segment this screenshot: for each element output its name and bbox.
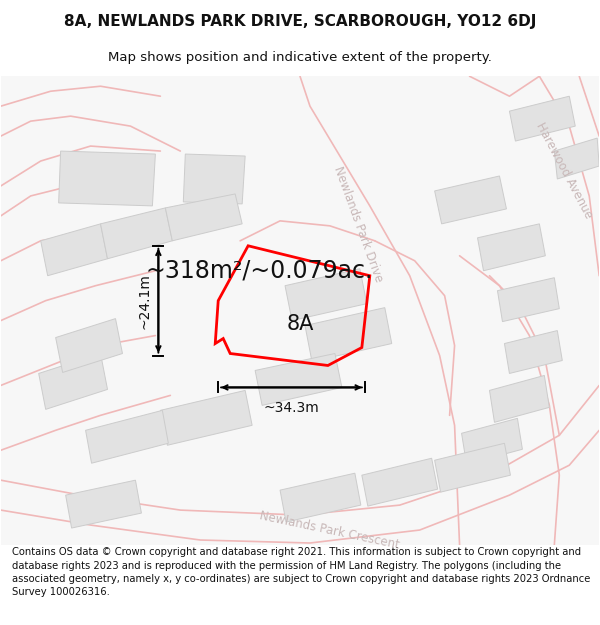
- Polygon shape: [305, 308, 392, 361]
- Text: Newlands Park Drive: Newlands Park Drive: [331, 164, 385, 284]
- Polygon shape: [434, 443, 511, 492]
- Text: ~24.1m: ~24.1m: [137, 272, 151, 329]
- Polygon shape: [255, 354, 342, 406]
- Polygon shape: [56, 319, 122, 372]
- Polygon shape: [86, 411, 169, 463]
- Polygon shape: [509, 96, 575, 141]
- Polygon shape: [41, 224, 107, 276]
- Polygon shape: [160, 391, 252, 445]
- Text: Map shows position and indicative extent of the property.: Map shows position and indicative extent…: [108, 51, 492, 64]
- Text: Contains OS data © Crown copyright and database right 2021. This information is : Contains OS data © Crown copyright and d…: [12, 548, 590, 597]
- Polygon shape: [38, 354, 107, 409]
- Text: ~34.3m: ~34.3m: [263, 401, 319, 416]
- Text: ~318m²/~0.079ac.: ~318m²/~0.079ac.: [145, 259, 373, 282]
- Polygon shape: [497, 278, 559, 322]
- Polygon shape: [184, 154, 245, 204]
- Polygon shape: [65, 480, 142, 528]
- Polygon shape: [362, 458, 437, 506]
- Polygon shape: [101, 208, 172, 259]
- Polygon shape: [285, 269, 367, 321]
- Text: 8A, NEWLANDS PARK DRIVE, SCARBOROUGH, YO12 6DJ: 8A, NEWLANDS PARK DRIVE, SCARBOROUGH, YO…: [64, 14, 536, 29]
- Polygon shape: [434, 176, 506, 224]
- Text: 8A: 8A: [286, 314, 314, 334]
- Polygon shape: [505, 331, 562, 374]
- Text: Harewood Avenue: Harewood Avenue: [533, 121, 595, 221]
- Text: Newlands Park Crescent: Newlands Park Crescent: [259, 509, 401, 551]
- Polygon shape: [280, 473, 361, 522]
- Polygon shape: [461, 418, 523, 464]
- Polygon shape: [490, 376, 550, 423]
- Polygon shape: [166, 194, 242, 241]
- Polygon shape: [59, 151, 155, 206]
- Polygon shape: [478, 224, 545, 271]
- Polygon shape: [554, 138, 599, 179]
